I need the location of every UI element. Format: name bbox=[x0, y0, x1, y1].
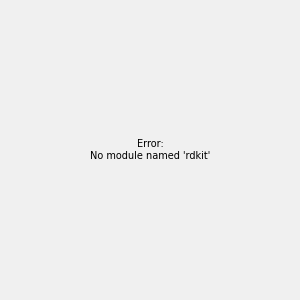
Text: Error:
No module named 'rdkit': Error: No module named 'rdkit' bbox=[90, 139, 210, 161]
